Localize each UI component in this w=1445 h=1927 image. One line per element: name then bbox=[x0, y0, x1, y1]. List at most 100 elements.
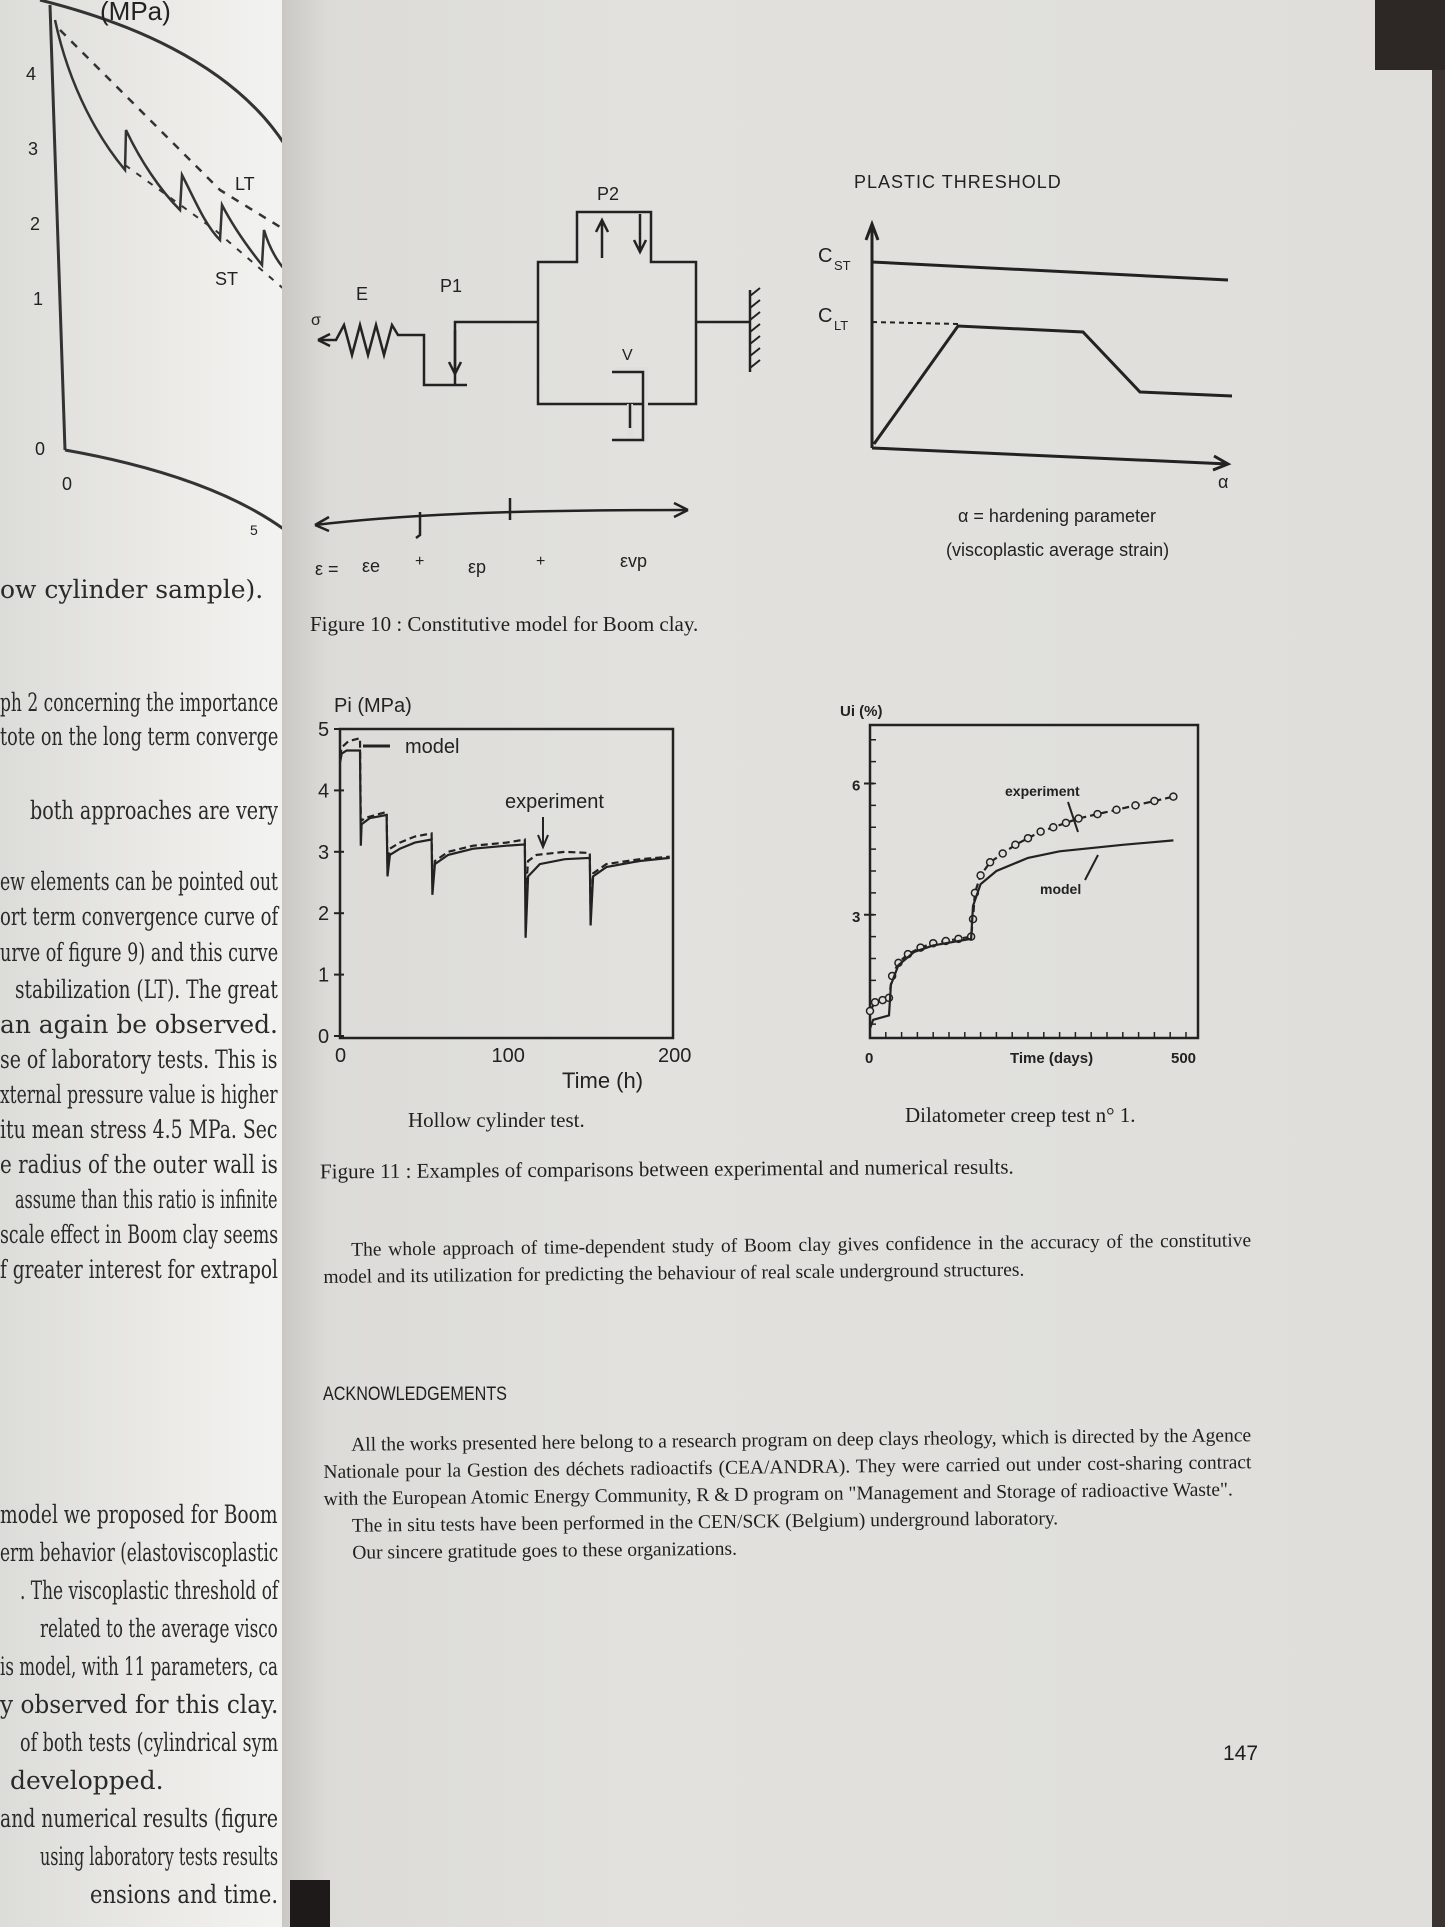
left-page-line: e radius of the outer wall is bbox=[0, 1150, 278, 1179]
annotation-model: model bbox=[1040, 881, 1081, 897]
strain-eq: εp bbox=[468, 557, 486, 577]
x-tick-label: 500 bbox=[1171, 1050, 1196, 1067]
c-st-label: C bbox=[818, 245, 832, 267]
data-point bbox=[1150, 796, 1159, 806]
x-axis-label: Time (h) bbox=[562, 1068, 643, 1093]
left-page-line: using laboratory tests results bbox=[40, 1842, 279, 1871]
data-point bbox=[1036, 827, 1045, 836]
y-axis-label: Pi (MPa) bbox=[334, 695, 412, 717]
data-point bbox=[1131, 801, 1140, 810]
left-page-line: and numerical results (figure bbox=[0, 1804, 279, 1833]
data-point bbox=[1023, 833, 1033, 843]
data-point bbox=[985, 858, 995, 867]
threshold-diagram bbox=[864, 219, 1233, 472]
left-page-line: . The viscoplastic threshold of bbox=[20, 1576, 279, 1605]
left-page-line: ensions and time. bbox=[90, 1880, 279, 1909]
strain-axis bbox=[314, 498, 689, 539]
figure-10-caption: Figure 10 : Constitutive model for Boom … bbox=[310, 612, 699, 636]
y-tick-label: 3 bbox=[318, 842, 329, 864]
y-tick-label: 1 bbox=[318, 965, 329, 987]
threshold-title: PLASTIC THRESHOLD bbox=[854, 172, 1062, 192]
y-tick: 0 bbox=[35, 439, 45, 459]
left-page-line: y observed for this clay. bbox=[0, 1690, 279, 1719]
strain-eq: ε = bbox=[315, 559, 339, 579]
body-paragraph: The whole approach of time-dependent stu… bbox=[323, 1227, 1252, 1291]
x-tick: 5 bbox=[250, 522, 258, 538]
left-page: (MPa) 4 3 2 1 0 0 5 LT ST ow cylinder sa… bbox=[0, 0, 300, 1927]
x-tick-label: 0 bbox=[865, 1050, 873, 1067]
x-tick-label: 0 bbox=[335, 1045, 346, 1067]
strain-eq: + bbox=[536, 553, 545, 570]
sigma-label: σ bbox=[311, 312, 321, 329]
data-point bbox=[1074, 814, 1083, 823]
left-page-line: stabilization (LT). The great bbox=[15, 975, 278, 1004]
series-line-experiment bbox=[338, 736, 670, 914]
strain-eq: εe bbox=[362, 556, 380, 576]
y-tick-label: 5 bbox=[318, 719, 329, 741]
left-page-line: urve of figure 9) and this curve bbox=[0, 938, 279, 967]
y-tick-label: 2 bbox=[318, 903, 329, 925]
page-number: 147 bbox=[1223, 1742, 1259, 1765]
data-point bbox=[870, 998, 880, 1007]
legend-model: model bbox=[405, 736, 459, 758]
series-line-model bbox=[338, 749, 670, 938]
y-tick-label: 3 bbox=[852, 909, 860, 926]
left-page-line: ph 2 concerning the importance bbox=[0, 688, 279, 717]
y-tick: 4 bbox=[26, 64, 36, 84]
left-figure-unit: (MPa) bbox=[100, 0, 171, 26]
left-page-line: scale effect in Boom clay seems bbox=[0, 1220, 279, 1249]
hollow-cylinder-caption: Hollow cylinder test. bbox=[408, 1108, 585, 1132]
figure-10: σ E P1 P2 V ε = εe + εp + εvp PLASTIC TH… bbox=[311, 172, 1233, 579]
left-page-line: is model, with 11 parameters, ca bbox=[0, 1652, 278, 1681]
background-table bbox=[1375, 0, 1445, 70]
data-point bbox=[1169, 792, 1178, 801]
left-page-figure: (MPa) 4 3 2 1 0 0 5 LT ST bbox=[26, 0, 287, 538]
annotation-experiment: experiment bbox=[1005, 783, 1080, 799]
data-point bbox=[1011, 840, 1020, 849]
strain-eq: εvp bbox=[620, 551, 647, 571]
data-point bbox=[1049, 823, 1058, 832]
hardening-label-2: (viscoplastic average strain) bbox=[946, 540, 1169, 560]
y-tick: 1 bbox=[33, 289, 43, 309]
left-page-line: f greater interest for extrapol bbox=[0, 1255, 278, 1284]
annotation-arrow bbox=[537, 817, 549, 850]
paragraph-text: All the works presented here belong to a… bbox=[323, 1425, 1252, 1510]
rheological-model bbox=[317, 210, 761, 443]
st-label: ST bbox=[215, 269, 238, 289]
data-point bbox=[1093, 809, 1102, 819]
data-point bbox=[1061, 818, 1071, 828]
series-line-experiment bbox=[869, 795, 1174, 1012]
x-tick-label: 100 bbox=[492, 1045, 525, 1067]
e-label: E bbox=[356, 284, 368, 304]
plot-frame bbox=[338, 727, 675, 1040]
v-label: V bbox=[622, 347, 633, 364]
y-tick-label: 6 bbox=[852, 778, 860, 795]
x-tick-label: 200 bbox=[658, 1045, 691, 1067]
left-page-line: erm behavior (elastoviscoplastic bbox=[0, 1538, 279, 1567]
x-axis-label: Time (days) bbox=[1010, 1050, 1093, 1067]
c-lt-sub: LT bbox=[834, 318, 848, 333]
left-page-line: xternal pressure value is higher bbox=[0, 1080, 278, 1109]
p2-label: P2 bbox=[597, 184, 619, 204]
y-tick-label: 0 bbox=[318, 1026, 329, 1048]
left-page-line: se of laboratory tests. This is bbox=[0, 1045, 278, 1074]
annotation-arrow bbox=[1067, 801, 1079, 833]
figure-11-caption: Figure 11 : Examples of comparisons betw… bbox=[319, 1154, 1014, 1184]
paragraph-text: The whole approach of time-dependent stu… bbox=[323, 1230, 1252, 1288]
data-point bbox=[998, 849, 1007, 858]
alpha-label: α bbox=[1218, 472, 1228, 492]
data-point bbox=[976, 871, 985, 880]
data-point bbox=[865, 1006, 875, 1016]
strain-eq: + bbox=[415, 553, 424, 570]
annotation-experiment: experiment bbox=[505, 791, 604, 813]
c-st-sub: ST bbox=[834, 258, 851, 273]
left-page-line: ow cylinder sample). bbox=[0, 575, 264, 604]
left-page-line: tote on the long term converge bbox=[0, 722, 279, 751]
hardening-label: α = hardening parameter bbox=[958, 506, 1156, 526]
left-page-line: assume than this ratio is infinite bbox=[15, 1185, 278, 1214]
y-tick: 2 bbox=[30, 214, 40, 234]
data-point bbox=[1112, 805, 1121, 814]
left-page-line: of both tests (cylindrical sym bbox=[20, 1728, 279, 1757]
x-tick: 0 bbox=[62, 474, 72, 494]
book-gutter bbox=[290, 1880, 330, 1927]
